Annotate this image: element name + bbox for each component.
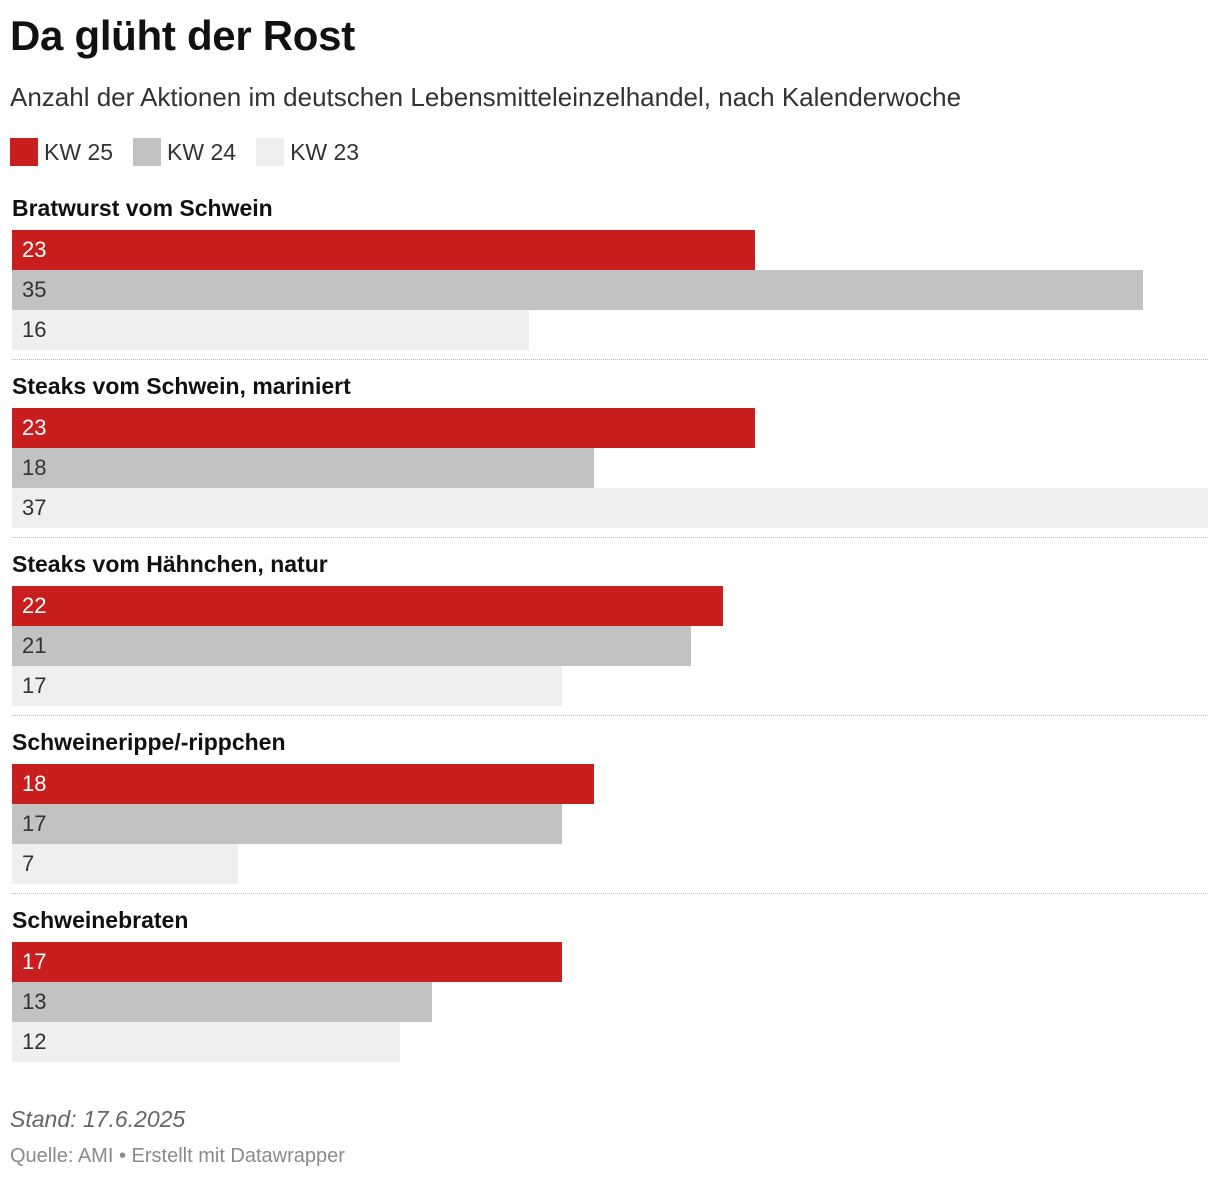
bar: 22	[12, 586, 723, 626]
bar-value-label: 17	[22, 949, 47, 974]
category-group: Schweinebraten 17 13 12	[12, 902, 1208, 1080]
bar: 12	[12, 1022, 400, 1062]
legend-swatch	[256, 138, 285, 166]
bar-value-label: 23	[22, 415, 47, 440]
bar-value-label: 12	[22, 1029, 47, 1054]
bar: 18	[12, 764, 594, 804]
bar-value-label: 17	[22, 811, 47, 836]
bar-chart: Bratwurst vom Schwein 23 35 16 Steaks vom Sc…	[12, 190, 1208, 1080]
legend-item: KW 24	[133, 138, 236, 166]
category-group: Steaks vom Schwein, mariniert 23 18 37	[12, 368, 1208, 546]
category-group: Schweinerippe/-rippchen 18 17 7	[12, 724, 1208, 902]
source-label: Quelle:	[10, 1145, 74, 1167]
footer-separator: •	[118, 1145, 126, 1167]
group-separator	[12, 715, 1208, 716]
chart-notes: Stand: 17.6.2025	[10, 1106, 186, 1132]
group-separator	[12, 537, 1208, 538]
legend-label: KW 24	[167, 139, 237, 165]
legend-swatch	[10, 138, 38, 166]
bar-value-label: 13	[22, 989, 47, 1014]
bar: 17	[12, 942, 562, 982]
category-group: Bratwurst vom Schwein 23 35 16	[12, 190, 1208, 368]
legend-item: KW 25	[10, 138, 113, 166]
bar-value-label: 35	[22, 277, 47, 302]
chart-footer: Quelle: AMI • Erstellt mit Datawrapper	[10, 1143, 345, 1169]
bar: 7	[12, 844, 238, 884]
bar: 17	[12, 666, 562, 706]
bar-value-label: 37	[22, 495, 47, 520]
legend-label: KW 23	[290, 139, 360, 165]
category-group: Steaks vom Hähnchen, natur 22 21 17	[12, 546, 1208, 724]
category-label: Schweinerippe/-rippchen	[12, 729, 286, 755]
chart-title: Da glüht der Rost	[10, 12, 355, 59]
category-label: Bratwurst vom Schwein	[12, 195, 273, 221]
group-separator	[12, 893, 1208, 894]
legend-swatch	[133, 138, 162, 166]
bar: 18	[12, 448, 594, 488]
legend: KW 25 KW 24 KW 23	[10, 137, 359, 167]
category-label: Steaks vom Schwein, mariniert	[12, 373, 351, 399]
category-label: Steaks vom Hähnchen, natur	[12, 551, 328, 577]
bar: 17	[12, 804, 562, 844]
bar: 23	[12, 408, 755, 448]
bar: 21	[12, 626, 691, 666]
bar: 35	[12, 270, 1143, 310]
bar-value-label: 7	[22, 851, 35, 876]
bar: 23	[12, 230, 755, 270]
bar-value-label: 18	[22, 771, 47, 796]
category-label: Schweinebraten	[12, 907, 189, 933]
source-name: AMI	[77, 1145, 114, 1167]
bar: 13	[12, 982, 432, 1022]
bar-value-label: 17	[22, 673, 47, 698]
bar-value-label: 16	[22, 317, 47, 342]
bar-value-label: 22	[22, 593, 47, 618]
bar-value-label: 18	[22, 455, 47, 480]
legend-label: KW 25	[44, 139, 114, 165]
bar: 37	[12, 488, 1208, 528]
bar-value-label: 21	[22, 633, 47, 658]
chart-subtitle: Anzahl der Aktionen im deutschen Lebensm…	[10, 82, 962, 112]
legend-item: KW 23	[256, 138, 359, 166]
credit-text: Erstellt mit Datawrapper	[131, 1145, 345, 1167]
bar: 16	[12, 310, 529, 350]
bar-value-label: 23	[22, 237, 47, 262]
group-separator	[12, 359, 1208, 360]
